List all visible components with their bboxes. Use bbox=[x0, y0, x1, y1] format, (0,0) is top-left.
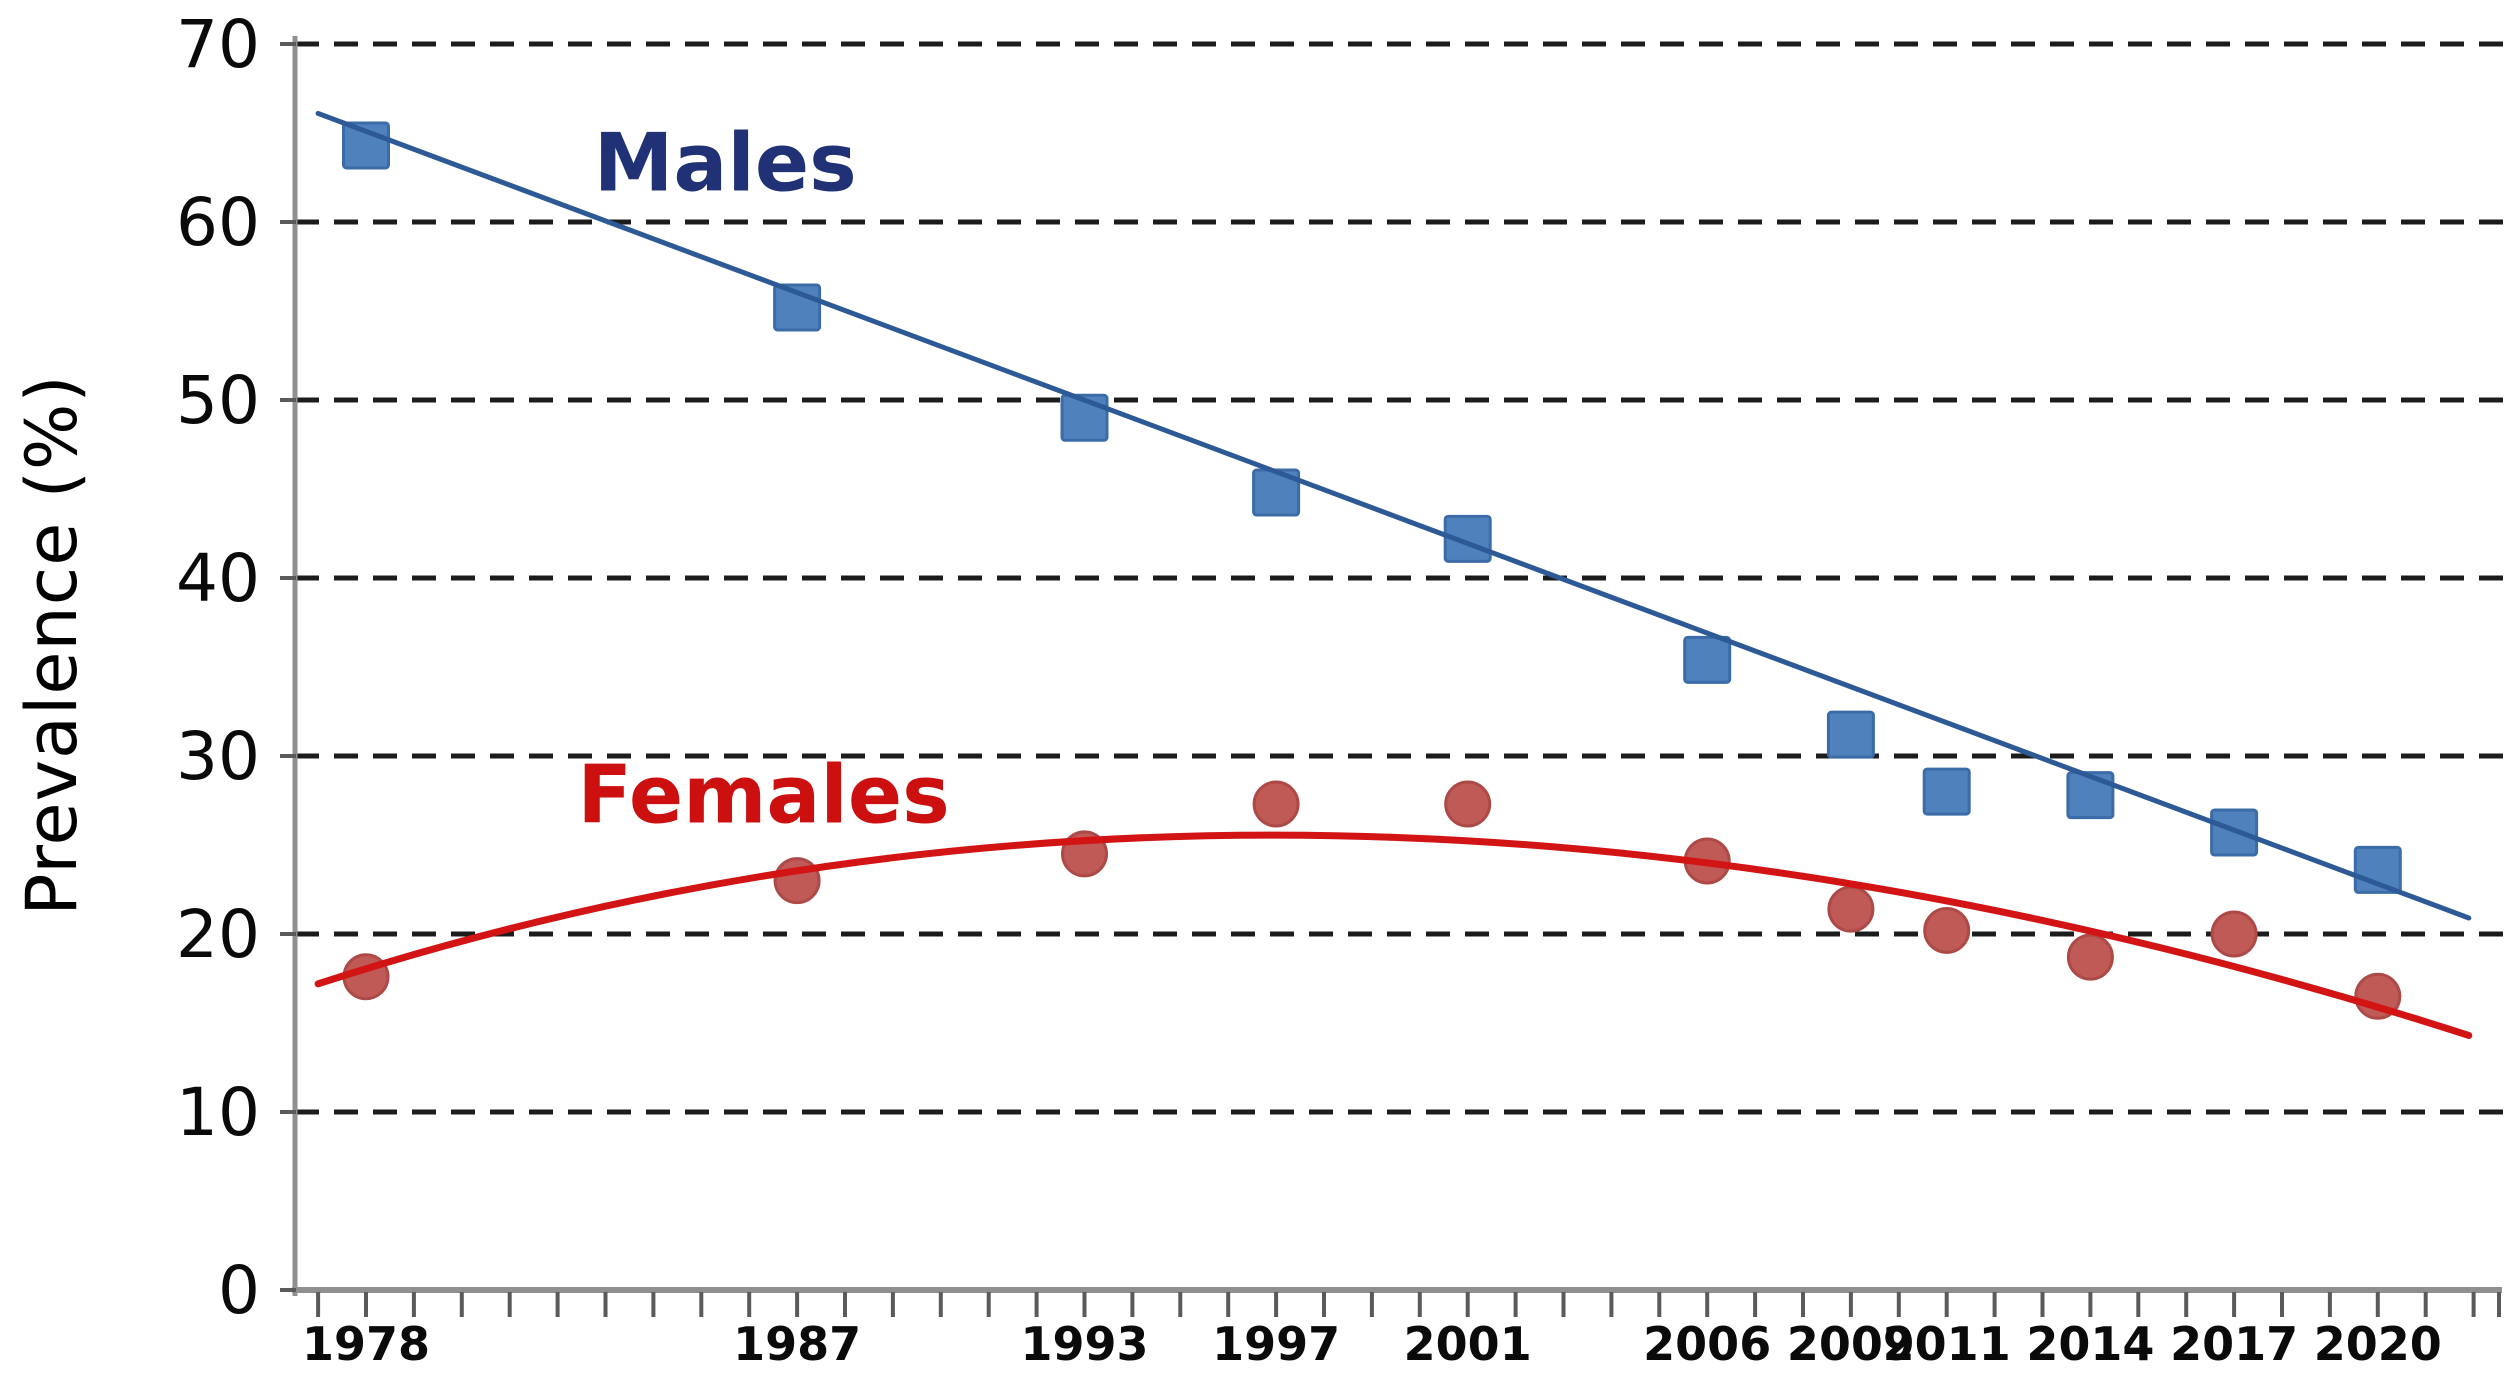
x-tick-label-1993: 1993 bbox=[1020, 1317, 1148, 1371]
males-series-label: Males bbox=[593, 116, 857, 210]
y-tick-label-60: 60 bbox=[176, 184, 260, 261]
females-trend-line bbox=[314, 831, 2473, 1039]
y-tick-label-50: 50 bbox=[176, 362, 260, 439]
females-point-2009 bbox=[1827, 885, 1875, 933]
females-point-1997 bbox=[1252, 780, 1300, 828]
females-point-2011 bbox=[1923, 906, 1971, 954]
x-tick-label-2020: 2020 bbox=[2314, 1317, 2442, 1371]
males-point-2011 bbox=[1922, 767, 1971, 816]
males-point-2009 bbox=[1826, 710, 1875, 759]
y-tick-label-0: 0 bbox=[218, 1252, 260, 1329]
y-tick-label-20: 20 bbox=[176, 896, 260, 973]
females-series-label: Females bbox=[577, 748, 950, 842]
x-tick-label-1978: 1978 bbox=[302, 1317, 430, 1371]
x-tick-label-1997: 1997 bbox=[1212, 1317, 1340, 1371]
x-tick-label-2001: 2001 bbox=[1404, 1317, 1532, 1371]
x-tick-label-2009: 2009 bbox=[1787, 1317, 1915, 1371]
females-point-2014 bbox=[2066, 933, 2114, 981]
x-tick-label-2006: 2006 bbox=[1643, 1317, 1771, 1371]
males-point-2014 bbox=[2066, 771, 2115, 820]
y-tick-label-40: 40 bbox=[176, 540, 260, 617]
females-point-2001 bbox=[1444, 780, 1492, 828]
x-tick-label-2014: 2014 bbox=[2026, 1317, 2154, 1371]
x-tick-label-2011: 2011 bbox=[1883, 1317, 2011, 1371]
males-trend-line bbox=[315, 110, 2472, 921]
females-point-2017 bbox=[2210, 910, 2258, 958]
y-tick-label-10: 10 bbox=[176, 1074, 260, 1151]
y-tick-label-30: 30 bbox=[176, 718, 260, 795]
y-tick-label-70: 70 bbox=[176, 6, 260, 83]
x-tick-label-2017: 2017 bbox=[2170, 1317, 2298, 1371]
x-tick-label-1987: 1987 bbox=[733, 1317, 861, 1371]
males-point-2006 bbox=[1683, 635, 1732, 684]
